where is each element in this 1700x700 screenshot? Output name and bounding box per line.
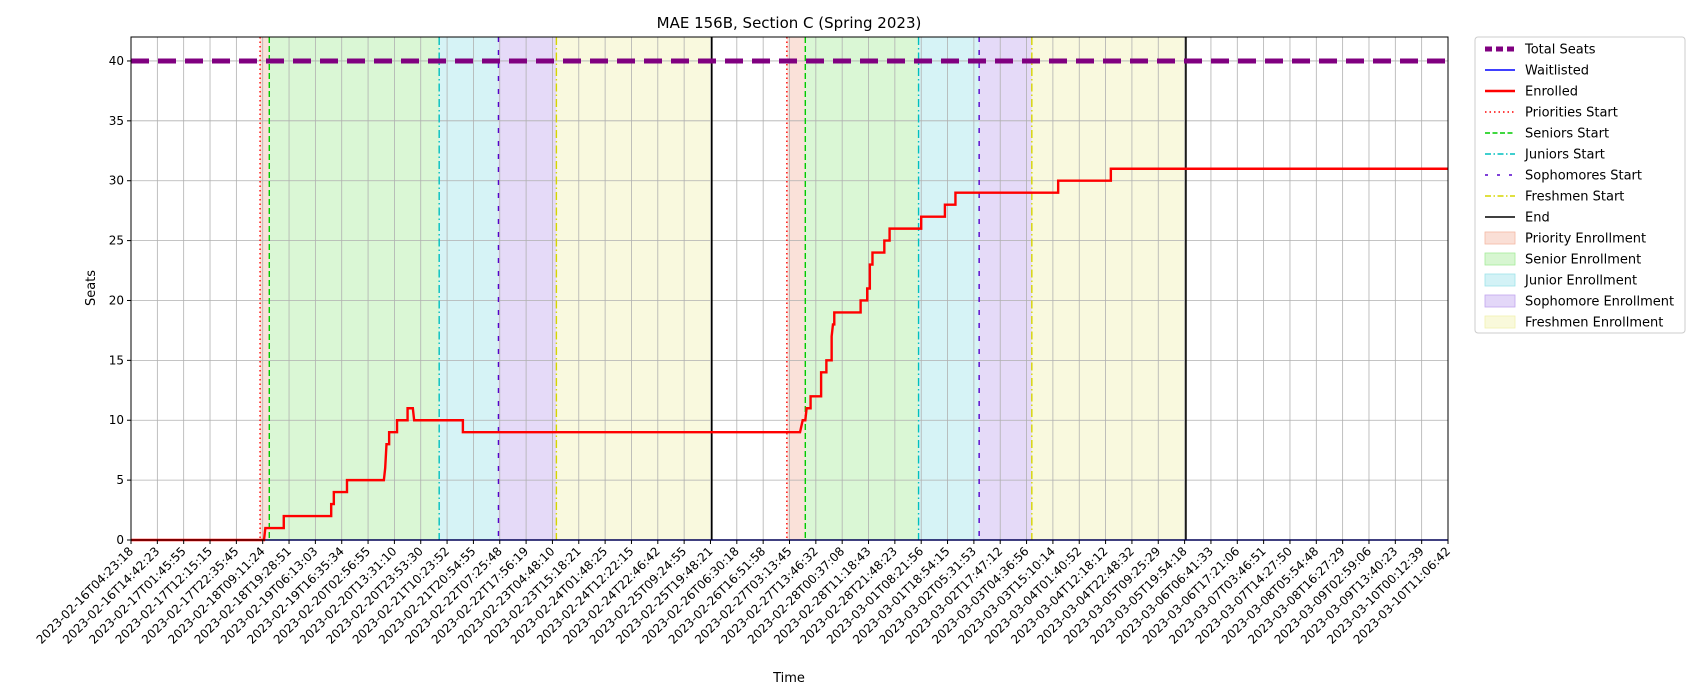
x-axis-ticks: 2023-02-16T04:23:182023-02-16T14:42:2320… [34,540,1453,647]
legend-label: Senior Enrollment [1525,253,1641,268]
phase-span [556,37,712,540]
y-tick-label: 10 [109,413,124,427]
y-tick-label: 5 [116,473,124,487]
legend-label: Priority Enrollment [1525,232,1646,247]
legend-swatch [1484,294,1516,308]
legend-swatch [1484,273,1516,287]
phase-lines [259,37,1187,540]
phase-spans [260,37,1186,540]
legend-label: Priorities Start [1525,106,1618,121]
phase-span [269,37,440,540]
phase-span [805,37,919,540]
grid-lines [130,37,1449,541]
legend-box [1474,36,1686,334]
legend-label: End [1525,211,1550,226]
legend: Total Seats Waitlisted Enrolled Priorities … [1474,36,1686,334]
enrolled-line [131,167,1448,542]
phase-span [260,37,270,540]
y-tick-label: 40 [109,54,124,68]
phase-span [439,37,499,540]
y-tick-label: 35 [109,114,124,128]
legend-label: Juniors Start [1524,148,1605,163]
x-axis-label: Time [772,671,805,686]
phase-span [786,37,806,540]
legend-label: Sophomores Start [1525,169,1642,184]
legend-swatch [1484,252,1516,266]
legend-label: Total Seats [1524,43,1596,58]
chart-title: MAE 156B, Section C (Spring 2023) [657,14,922,32]
y-axis-label: Seats [84,270,99,306]
phase-span [498,37,557,540]
y-tick-label: 25 [109,234,124,248]
legend-swatch [1484,315,1516,329]
y-axis-ticks: 0 5 10 15 20 25 30 35 40 [109,54,131,547]
legend-label: Junior Enrollment [1524,274,1637,289]
phase-span [1031,37,1186,540]
phase-span [918,37,980,540]
legend-label: Freshmen Start [1525,190,1624,205]
y-tick-label: 30 [109,174,124,188]
legend-swatch [1484,231,1516,245]
phase-span [979,37,1032,540]
y-tick-label: 20 [109,293,124,307]
legend-label: Seniors Start [1525,127,1609,142]
y-tick-label: 15 [109,353,124,367]
legend-label: Sophomore Enrollment [1525,295,1674,310]
legend-label: Waitlisted [1525,64,1589,79]
legend-label: Freshmen Enrollment [1525,316,1663,331]
y-tick-label: 0 [116,533,124,547]
legend-label: Enrolled [1525,85,1578,100]
